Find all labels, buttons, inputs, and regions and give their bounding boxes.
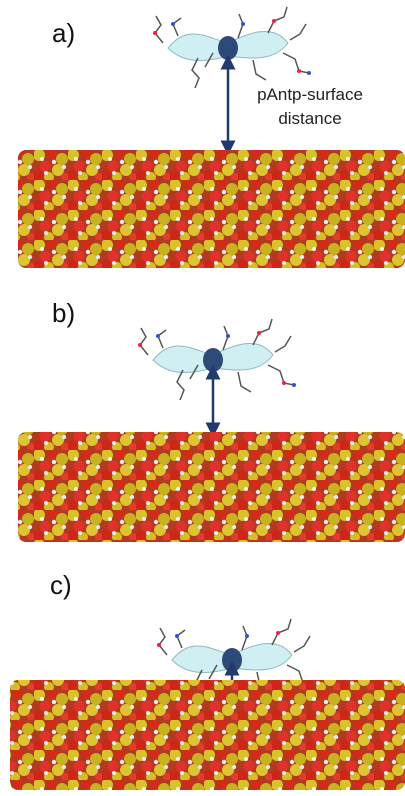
- silica-slab: [10, 680, 405, 790]
- annotation: distance: [278, 109, 341, 128]
- peptide: [153, 7, 311, 88]
- panel-label: c): [50, 570, 72, 600]
- panel-label: a): [52, 18, 75, 48]
- figure: a) pAntp-surface distance b) c): [0, 0, 405, 796]
- silica-slab: [18, 150, 405, 268]
- annotation: pAntp-surface: [257, 85, 363, 104]
- silica-slab: [18, 432, 405, 542]
- peptide: [138, 319, 296, 400]
- panel-label: b): [52, 298, 75, 328]
